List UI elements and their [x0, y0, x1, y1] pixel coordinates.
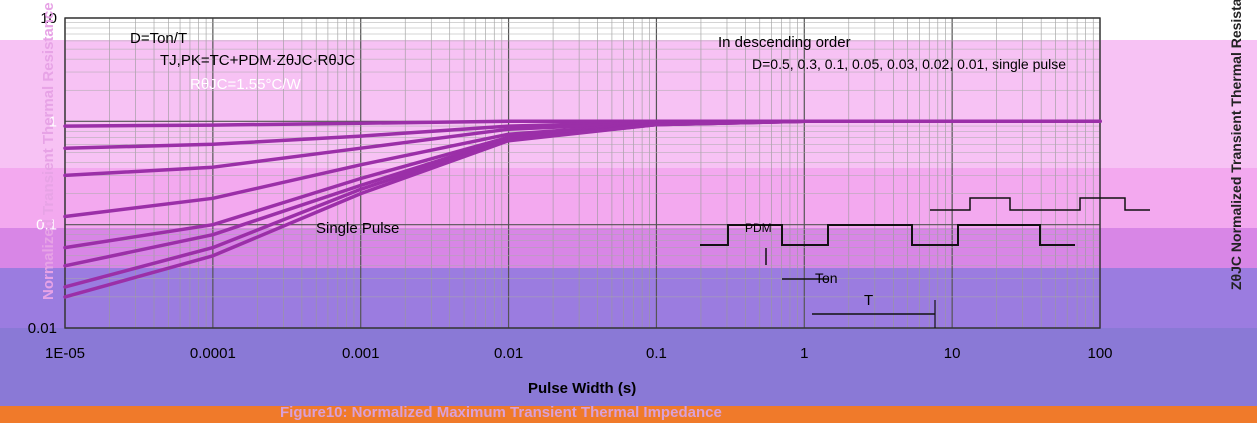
x-axis-label: Pulse Width (s)	[528, 380, 637, 397]
pulse-train	[700, 224, 1075, 246]
pulse-diagram	[700, 197, 1150, 328]
series-line-7	[63, 119, 1102, 289]
series-line-5	[63, 119, 1102, 250]
rthjc-label: RθJC=1.55°C/W	[190, 76, 301, 93]
background-band-top	[0, 0, 1257, 40]
pdm-label: PDM	[745, 221, 772, 235]
period-label: T	[864, 292, 874, 309]
background-band-purple-2	[0, 268, 1257, 328]
tj-formula-label: TJ,PK=TC+PDM·ZθJC·RθJC	[160, 52, 356, 69]
x-tick-label: 100	[1087, 345, 1112, 362]
single-pulse-label: Single Pulse	[316, 220, 400, 237]
background-band-purple-3	[0, 328, 1257, 406]
x-tick-label: 0.001	[342, 345, 380, 362]
order-title-label: In descending order	[718, 34, 851, 51]
x-tick-label: 0.1	[646, 345, 667, 362]
series-line-8	[63, 119, 1102, 299]
x-tick-label: 0.01	[494, 345, 523, 362]
curves	[63, 119, 1102, 299]
y-tick-label: 10	[40, 10, 57, 27]
ton-label: Ton	[815, 270, 838, 286]
x-tick-label: 10	[944, 345, 961, 362]
x-tick-label: 0.0001	[190, 345, 236, 362]
y-axis-label-right: ZθJC Normalized Transient Thermal Resist…	[1228, 0, 1244, 290]
tick-labels: 1E-05 0.0001 0.001 0.01 0.1 1 10 100 10 1 0.1 0.01	[28, 10, 1113, 362]
series-line-4	[63, 119, 1102, 219]
duty-cycle-label: D=Ton/T	[130, 30, 188, 47]
background-band-pink	[0, 40, 1257, 168]
pulse-train-upper	[930, 197, 1150, 211]
y-tick-label: 0.1	[36, 217, 57, 234]
y-tick-label: 0.01	[28, 320, 57, 337]
figure-caption: Figure10: Normalized Maximum Transient T…	[280, 404, 722, 421]
order-list-label: D=0.5, 0.3, 0.1, 0.05, 0.03, 0.02, 0.01,…	[752, 56, 1067, 72]
plot-frame	[64, 17, 1101, 329]
grid	[64, 17, 1101, 329]
y-tick-label: 1	[49, 113, 57, 130]
x-tick-label: 1	[800, 345, 808, 362]
x-tick-label: 1E-05	[45, 345, 85, 362]
y-axis-label: Normalized Transient Thermal Resistance	[40, 2, 57, 300]
background-band-orange	[0, 406, 1257, 423]
